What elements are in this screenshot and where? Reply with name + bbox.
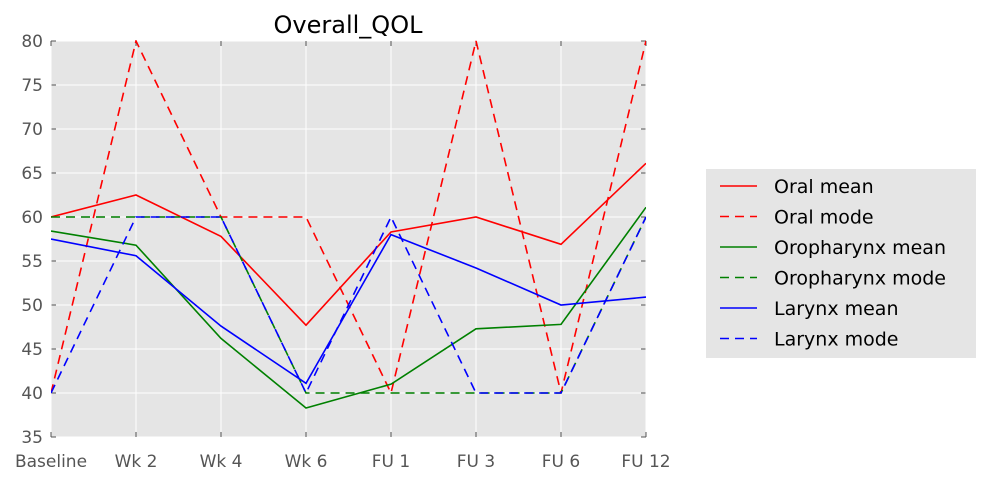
x-tick-label: Wk 4 [200, 452, 243, 472]
y-tick-label: 35 [21, 428, 43, 448]
y-tick-label: 65 [21, 164, 43, 184]
legend: Oral mean Oral mode Oropharynx mean Orophar… [706, 169, 976, 358]
x-tick-label: Wk 6 [285, 452, 328, 472]
legend-label-oropharynx-mode: Oropharynx mode [774, 268, 946, 290]
y-tick-label: 45 [21, 340, 43, 360]
series-line-oral-mean [51, 162, 646, 327]
legend-label-oral-mode: Oral mode [774, 207, 874, 229]
series-line-larynx-mean [51, 233, 646, 385]
series-line-oropharynx-mean [51, 206, 646, 409]
x-tick-label: FU 3 [457, 452, 495, 472]
x-tick-label: FU 12 [621, 452, 670, 472]
x-tick-label: FU 1 [372, 452, 410, 472]
chart-title: Overall_QOL [274, 11, 424, 39]
y-tick-label: 55 [21, 252, 43, 272]
legend-label-larynx-mode: Larynx mode [774, 329, 899, 351]
y-tick-label: 70 [21, 120, 43, 140]
legend-label-oropharynx-mean: Oropharynx mean [774, 237, 946, 259]
series-line-larynx-mode [51, 215, 646, 395]
y-tick-label: 75 [21, 76, 43, 96]
x-tick-label: Baseline [15, 452, 87, 472]
y-tick-label: 80 [21, 32, 43, 52]
legend-box [706, 169, 976, 358]
legend-label-oral-mean: Oral mean [774, 176, 874, 198]
x-tick-label: Wk 2 [115, 452, 158, 472]
plot-area: 35 40 45 50 55 60 65 70 75 80 Baseline Wk 2 Wk 4 Wk 6… [15, 32, 671, 472]
y-tick-label: 60 [21, 208, 43, 228]
y-tick-label: 50 [21, 296, 43, 316]
legend-label-larynx-mean: Larynx mean [774, 298, 899, 320]
x-tick-label: FU 6 [542, 452, 580, 472]
y-tick-label: 40 [21, 384, 43, 404]
